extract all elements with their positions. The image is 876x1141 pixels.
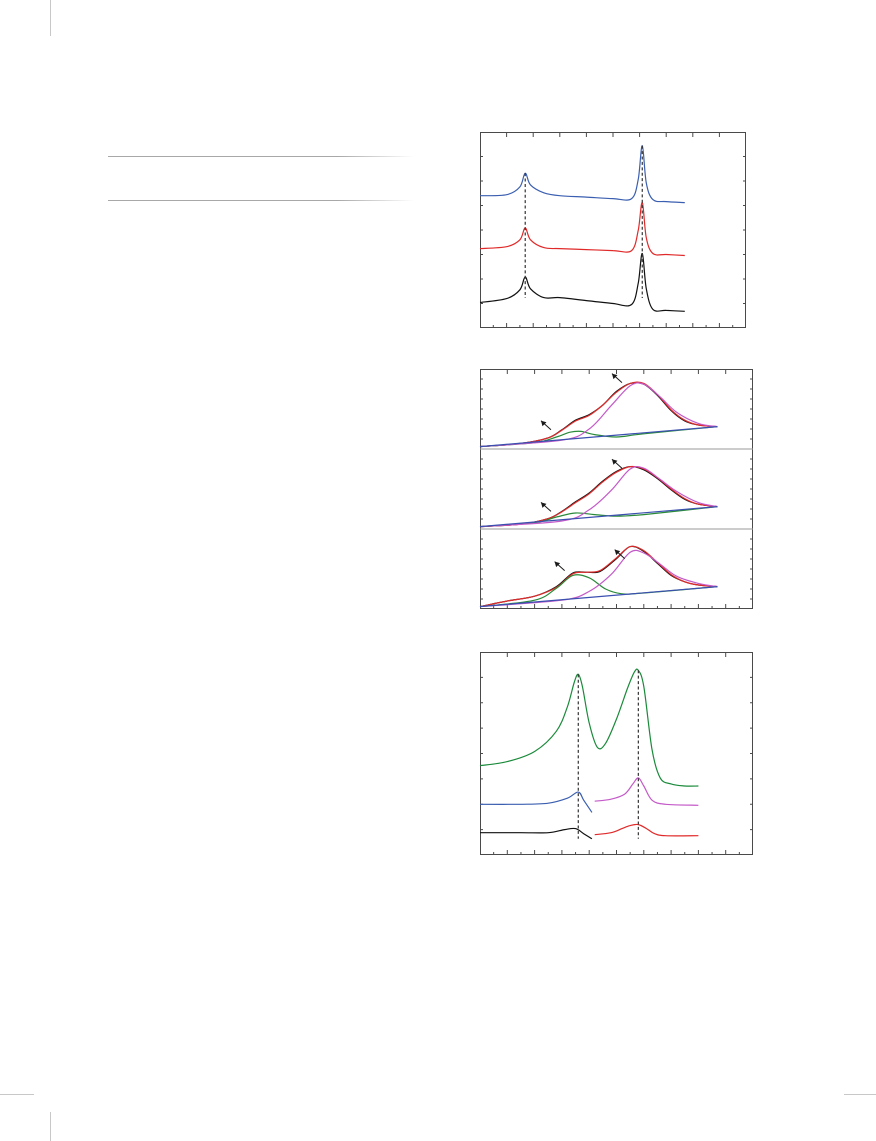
- chart-2-panel-2-series-5-line: [479, 506, 718, 528]
- chart-1-plot: [479, 145, 685, 312]
- chart-1-series-3-line: [479, 252, 685, 312]
- chart-2-panel-1-arrow-2-head: [611, 373, 618, 380]
- chart-2-panel-2-series-2-line: [479, 465, 718, 528]
- chart-1-series-1-line: [479, 145, 685, 204]
- chart-3-series-2-line: [479, 791, 593, 813]
- chart-2-frame: [480, 369, 753, 609]
- crop-mark-bottom-left-h: [0, 1094, 34, 1095]
- chart-2-panel-1-series-4-line: [479, 382, 718, 448]
- chart-2-ticks: [480, 369, 753, 609]
- crop-mark-bottom-left: [50, 1112, 51, 1141]
- chart-2-panel-3-arrow-1-head: [554, 561, 561, 568]
- chart-1-ticks: [480, 132, 746, 328]
- chart-2-panel-3-series-5-line: [479, 586, 718, 608]
- chart-3-spectra: [479, 652, 753, 855]
- chart-2-panel-2-arrow-2-head: [611, 459, 618, 465]
- chart-2-panel-3-arrow-2-head: [614, 549, 621, 556]
- chart-3-series-5-line: [594, 823, 699, 837]
- chart-2-panel-1-series-5-line: [479, 426, 718, 448]
- chart-2-panel-3-series-4-line: [479, 549, 718, 608]
- chart-1-series-2-line: [479, 201, 685, 257]
- chart-3-frame: [480, 652, 753, 855]
- table-rule-top: [108, 156, 414, 157]
- chart-3-ticks: [480, 652, 753, 855]
- chart-3-series-4-line: [594, 777, 699, 806]
- chart-1-stacked-spectra: [479, 132, 746, 328]
- chart-2-panel-1-series-2-line: [479, 381, 718, 448]
- chart-3-plot: [479, 668, 699, 840]
- table-rule-bottom: [108, 200, 414, 201]
- chart-2-panel-1-arrow-1-head: [540, 420, 547, 427]
- chart-2-panel-2-arrow-1-head: [540, 502, 547, 508]
- chart-2-panel-3-series-3-line: [479, 574, 718, 608]
- chart-1-frame: [480, 132, 746, 328]
- chart-3-series-3-line: [479, 827, 593, 840]
- crop-mark-top-left: [50, 0, 51, 36]
- chart-2-peak-fitting: [479, 369, 753, 609]
- chart-3-series-1-line: [479, 668, 699, 787]
- crop-mark-bottom-right-h: [844, 1094, 876, 1095]
- chart-2-plot: [479, 373, 718, 608]
- chart-2-panel-3-series-2-line: [479, 545, 718, 608]
- chart-2-panel-3-series-1-line: [479, 545, 718, 608]
